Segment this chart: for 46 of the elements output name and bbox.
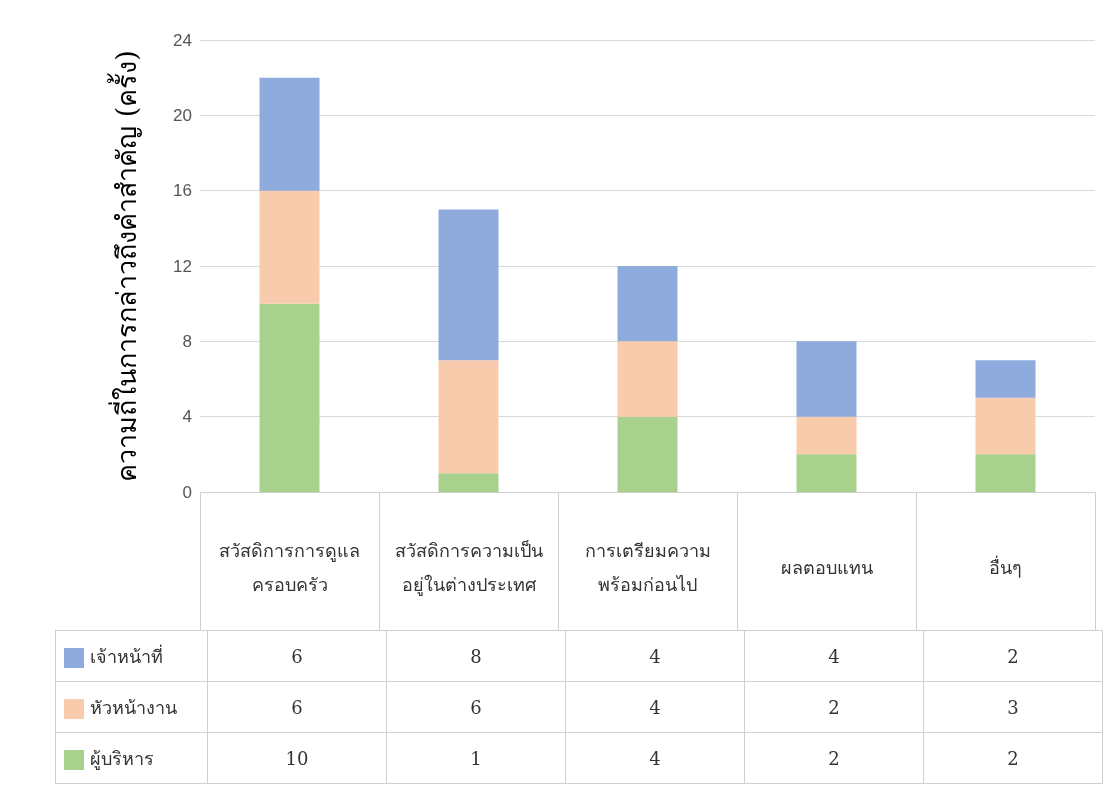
bar (975, 360, 1036, 398)
bar (438, 473, 499, 492)
legend-label: หัวหน้างาน (55, 681, 208, 733)
bar (617, 416, 678, 492)
y-tick-label: 0 (182, 482, 192, 502)
bar (438, 360, 499, 474)
bar (796, 416, 857, 455)
bar (259, 190, 320, 304)
x-tick-label: ผลตอบแทน (779, 555, 874, 580)
x-tick-label: การเตรียมความพร้อมก่อนไป (583, 538, 712, 597)
bar (259, 77, 320, 191)
data-label: 4 (565, 630, 745, 682)
legend-label: เจ้าหน้าที่ (55, 630, 208, 682)
x-tick-label: สวัสดิการความเป็นอยู่ในต่างประเทศ (393, 538, 544, 598)
bar (259, 303, 320, 492)
y-tick-label: 8 (182, 331, 192, 351)
bar (438, 209, 499, 361)
data-label: 4 (565, 732, 745, 784)
data-label: 4 (565, 681, 745, 733)
bar (796, 341, 857, 417)
bar (617, 266, 678, 342)
data-label: 2 (744, 732, 924, 784)
data-label: 8 (386, 630, 566, 682)
data-label: 10 (207, 732, 387, 784)
x-tick-label: สวัสดิการการดูแลครอบครัว (218, 538, 361, 597)
data-label: 6 (207, 630, 387, 682)
data-label: 1 (386, 732, 566, 784)
y-tick-label: 4 (182, 407, 192, 427)
data-label: 4 (744, 630, 924, 682)
data-label: 3 (923, 681, 1103, 733)
y-axis-title: ความถี่ในการกล่าวถึงคำสำคัญ (ครั้ง) (107, 50, 142, 482)
data-label: 2 (923, 630, 1103, 682)
data-label: 2 (923, 732, 1103, 784)
x-tick-label: อื่นๆ (988, 554, 1023, 580)
bar (796, 454, 857, 492)
bar (975, 397, 1036, 455)
data-label: 2 (744, 681, 924, 733)
legend-label: ผู้บริหาร (55, 732, 208, 784)
y-tick-label: 12 (173, 256, 192, 276)
data-label: 6 (386, 681, 566, 733)
data-label: 6 (207, 681, 387, 733)
y-tick-label: 16 (173, 181, 192, 201)
y-tick-label: 24 (173, 30, 192, 50)
bar (975, 454, 1036, 492)
bar (617, 341, 678, 417)
y-tick-label: 20 (173, 105, 192, 125)
